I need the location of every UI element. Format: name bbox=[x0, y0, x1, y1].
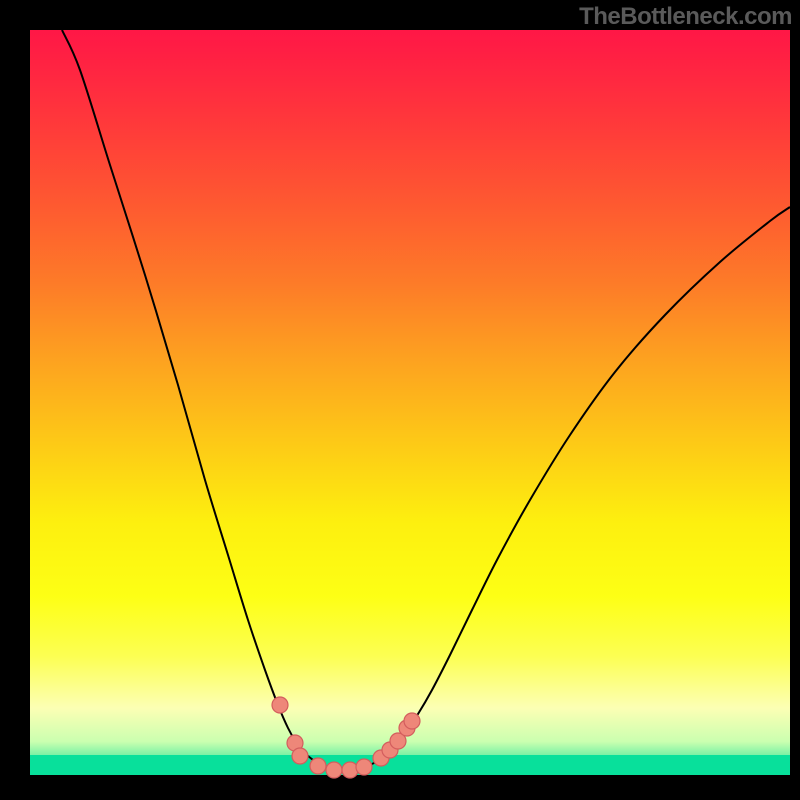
bottom-green-band bbox=[30, 755, 790, 775]
plot-background bbox=[30, 30, 790, 775]
curve-marker bbox=[356, 759, 372, 775]
curve-marker bbox=[404, 713, 420, 729]
curve-marker bbox=[310, 758, 326, 774]
curve-marker bbox=[272, 697, 288, 713]
curve-marker bbox=[342, 762, 358, 778]
curve-marker bbox=[292, 748, 308, 764]
bottleneck-curve-chart bbox=[0, 0, 800, 800]
watermark-text: TheBottleneck.com bbox=[579, 3, 792, 31]
chart-container: TheBottleneck.com bbox=[0, 0, 800, 800]
curve-marker bbox=[326, 762, 342, 778]
